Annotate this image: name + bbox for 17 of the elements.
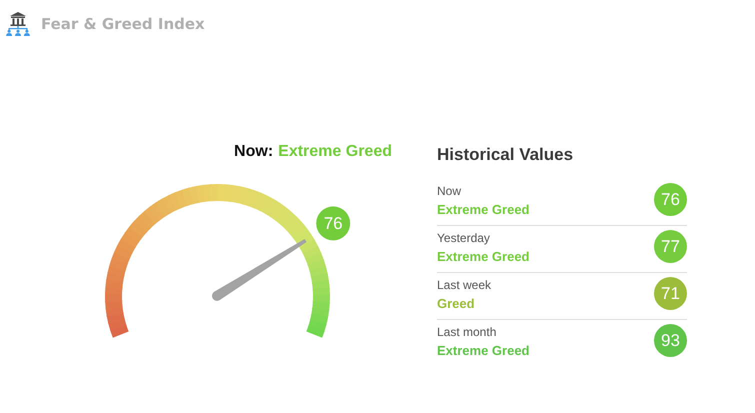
data-label: 76 [324, 214, 343, 234]
text: Historical Values [437, 144, 574, 166]
category-label: Last month [437, 325, 496, 339]
data-label: 77 [661, 237, 680, 256]
text: Extreme Greed [437, 201, 530, 218]
text: Extreme Greed [437, 342, 530, 359]
data-label: 93 [661, 331, 680, 350]
category-label: Now [437, 184, 462, 198]
text: Greed [437, 295, 475, 312]
text: Extreme Greed [278, 143, 392, 160]
text: Extreme Greed [437, 248, 530, 265]
data-label: 76 [661, 190, 680, 209]
data-label: 71 [661, 284, 680, 303]
category-label: Last week [437, 278, 492, 292]
text: Now: [234, 143, 274, 160]
text: Fear & Greed Index [41, 15, 205, 33]
category-label: Yesterday [437, 231, 490, 245]
